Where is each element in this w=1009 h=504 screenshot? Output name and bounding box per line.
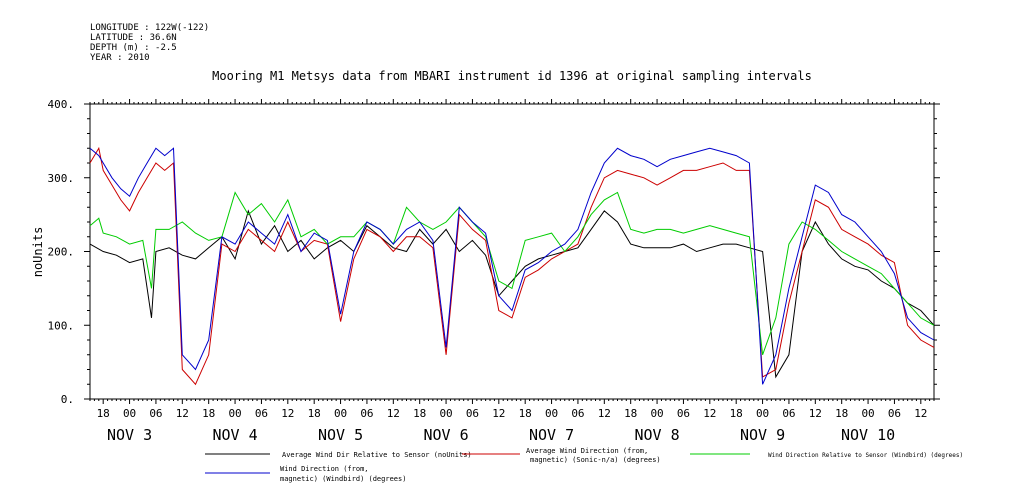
x-tick-label: 12 <box>703 407 716 420</box>
x-tick-label: 12 <box>914 407 927 420</box>
x-tick-label: 06 <box>360 407 373 420</box>
x-tick-label: 12 <box>176 407 189 420</box>
latitude-text: LATITUDE : 36.6N <box>90 33 177 43</box>
x-day-label: NOV 4 <box>212 426 257 444</box>
x-tick-label: 18 <box>835 407 848 420</box>
legend-label-rel-sensor: Average Wind Dir Relative to Sensor (noU… <box>282 451 472 459</box>
x-day-label: NOV 7 <box>529 426 574 444</box>
x-tick-label: 12 <box>387 407 400 420</box>
y-tick-label: 400. <box>48 98 75 111</box>
year-text: YEAR : 2010 <box>90 53 150 63</box>
x-tick-label: 00 <box>861 407 874 420</box>
x-tick-label: 18 <box>97 407 110 420</box>
x-tick-label: 18 <box>730 407 743 420</box>
legend-label-sonic-2: magnetic) (Sonic-n/a) (degrees) <box>530 456 661 464</box>
x-day-label: NOV 9 <box>740 426 785 444</box>
legend: Average Wind Dir Relative to Sensor (noU… <box>205 447 963 483</box>
x-tick-label: 18 <box>308 407 321 420</box>
y-tick-label: 100. <box>48 319 75 332</box>
x-tick-label: 00 <box>439 407 452 420</box>
series-line-2 <box>89 191 935 355</box>
plot-frame <box>89 103 935 400</box>
y-axis: 0. 100. 200. 300. 400. <box>48 98 940 406</box>
x-day-label: NOV 8 <box>634 426 679 444</box>
x-tick-label: 18 <box>624 407 637 420</box>
x-tick-label: 00 <box>334 407 347 420</box>
x-tick-label: 12 <box>281 407 294 420</box>
x-tick-label: 06 <box>466 407 479 420</box>
series-line-1 <box>89 146 935 386</box>
series-line-3 <box>89 147 935 385</box>
x-tick-label: 18 <box>202 407 215 420</box>
x-tick-label: 06 <box>677 407 690 420</box>
x-tick-label: 00 <box>123 407 136 420</box>
x-tick-label: 00 <box>545 407 558 420</box>
metadata-block: LONGITUDE : 122W(-122) LATITUDE : 36.6N … <box>90 23 209 63</box>
depth-text: DEPTH (m) : -2.5 <box>90 43 177 53</box>
x-tick-label: 06 <box>888 407 901 420</box>
longitude-text: LONGITUDE : 122W(-122) <box>90 23 209 33</box>
x-tick-label: 12 <box>809 407 822 420</box>
x-day-label: NOV 5 <box>318 426 363 444</box>
x-tick-label: 00 <box>650 407 663 420</box>
x-tick-label: 06 <box>255 407 268 420</box>
y-tick-label: 0. <box>61 393 74 406</box>
x-tick-label: 00 <box>228 407 241 420</box>
chart-title: Mooring M1 Metsys data from MBARI instru… <box>212 69 812 83</box>
x-tick-label: 00 <box>756 407 769 420</box>
x-tick-label: 06 <box>782 407 795 420</box>
x-tick-label: 12 <box>598 407 611 420</box>
x-day-label: NOV 6 <box>423 426 468 444</box>
y-tick-label: 200. <box>48 246 75 259</box>
x-tick-label: 06 <box>149 407 162 420</box>
x-tick-label: 06 <box>571 407 584 420</box>
x-tick-label: 12 <box>492 407 505 420</box>
series-layer <box>89 146 935 386</box>
legend-label-sonic-1: Average Wind Direction (from, <box>526 447 648 455</box>
y-tick-label: 300. <box>48 172 75 185</box>
legend-label-windbird-1: Wind Direction (from, <box>280 465 369 473</box>
legend-label-windbird-2: magnetic) (Windbird) (degrees) <box>280 475 406 483</box>
x-tick-label: 18 <box>413 407 426 420</box>
x-tick-label: 18 <box>519 407 532 420</box>
x-axis: 18 00 06 12 18 00 06 12 18 00 06 12 18 00 06 12 18 00 06 12… <box>89 99 935 444</box>
legend-label-windbird-rel: Wind Direction Relative to Sensor (Windb… <box>768 452 963 459</box>
y-axis-label: noUnits <box>31 227 45 278</box>
x-day-label: NOV 3 <box>107 426 152 444</box>
x-day-label: NOV 10 <box>841 426 895 444</box>
series-line-0 <box>89 209 935 379</box>
